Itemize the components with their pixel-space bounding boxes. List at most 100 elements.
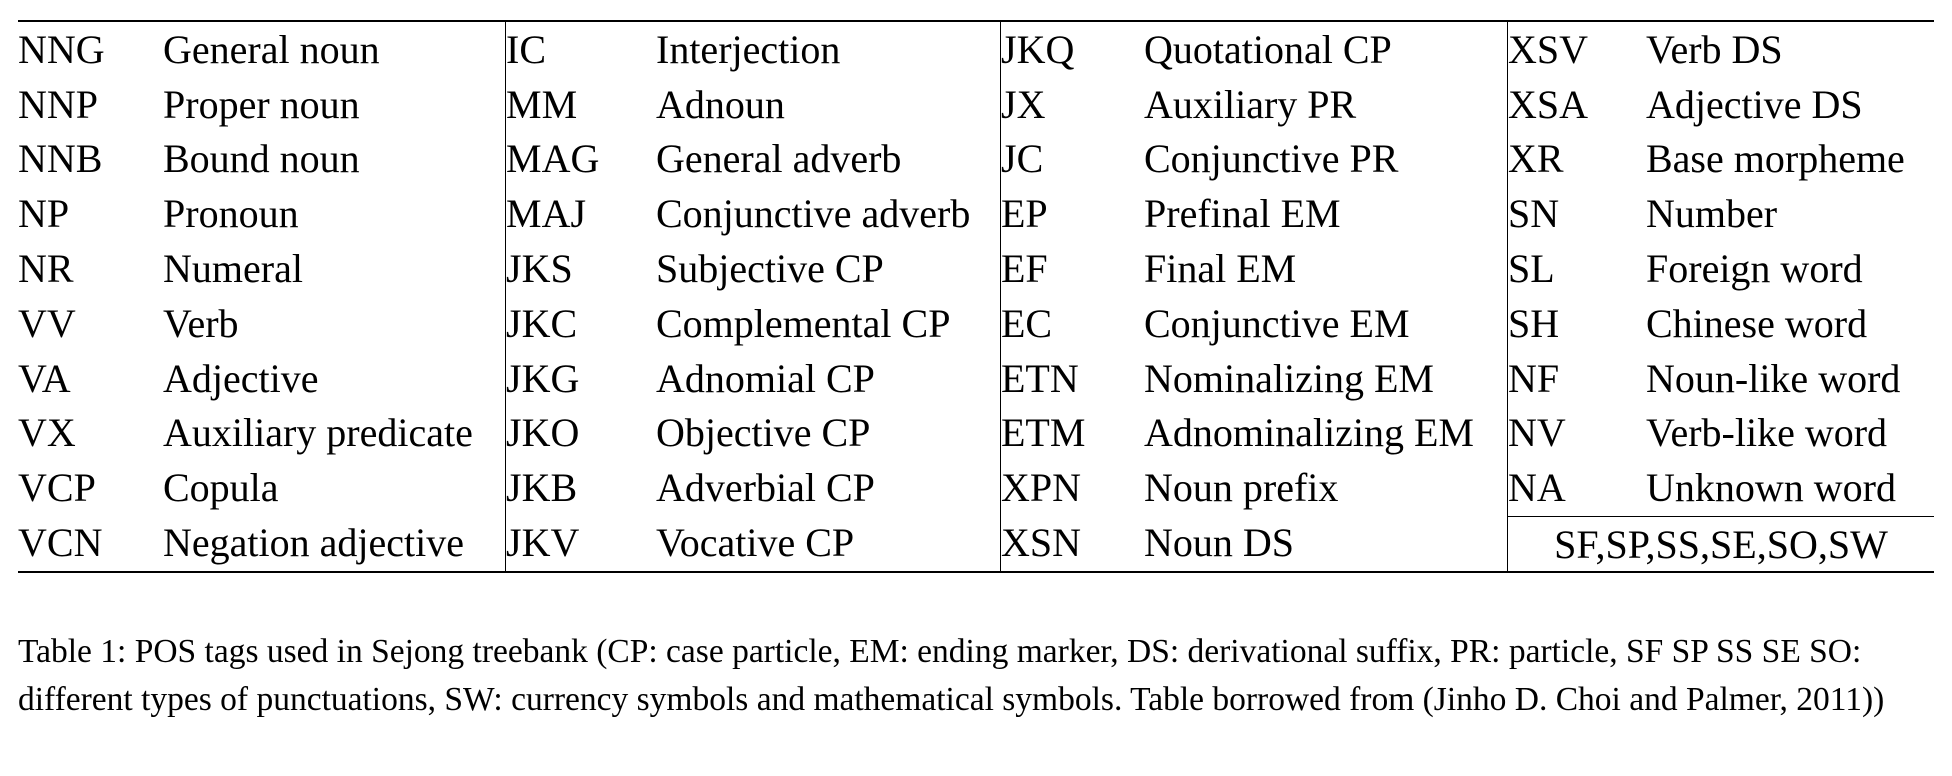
pos-tag: MM [506,81,578,127]
pos-description: Base morpheme [1646,136,1905,182]
table-row: SN Number [1508,186,1934,241]
pos-tag: XSN [1001,520,1082,566]
pos-tag: JKC [506,300,578,346]
table-row: NNP Proper noun [18,77,505,132]
pos-tag: VX [18,410,76,456]
pos-description: Number [1646,191,1778,237]
table-row: JKQ Quotational CP [1001,22,1507,77]
table-column-1: NNG General noun NNP Proper noun NNB Bound no… [18,22,505,571]
pos-description: Nominalizing EM [1144,355,1434,401]
pos-tag: JKQ [1001,26,1075,72]
table-caption: Table 1: POS tags used in Sejong treeban… [18,633,1885,718]
pos-tag: SN [1508,191,1560,237]
table-row: EC Conjunctive EM [1001,296,1507,351]
pos-tag: VA [18,355,71,401]
pos-tag-table: NNG General noun NNP Proper noun NNB Bound no… [18,20,1934,573]
table-row: NNG General noun [18,22,505,77]
pos-tag: MAJ [506,191,587,237]
pos-tag: JX [1001,81,1046,127]
pos-description: Foreign word [1646,246,1863,292]
pos-tag: NA [1508,465,1566,511]
pos-description: General adverb [656,136,902,182]
pos-tag: JC [1001,136,1044,182]
table-row: NF Noun-like word [1508,351,1934,406]
pos-description: Auxiliary PR [1144,81,1357,127]
pos-description: Conjunctive adverb [656,191,971,237]
table-row: JKO Objective CP [506,406,1000,461]
pos-tag: SH [1508,300,1560,346]
pos-tag: IC [506,26,546,72]
pos-description: Adnominalizing EM [1144,410,1474,456]
pos-tag: MAG [506,136,600,182]
pos-description: Adverbial CP [656,465,875,511]
table-column-2: IC Interjection MM Adnoun MAG General adverb M… [505,22,1000,571]
pos-tag: EC [1001,300,1053,346]
table-row: SL Foreign word [1508,241,1934,296]
pos-tag: SL [1508,246,1555,292]
pos-tag: VV [18,300,76,346]
pos-tag: EP [1001,191,1048,237]
pos-description: Verb [163,300,239,346]
table-row: XSV Verb DS [1508,22,1934,77]
pos-description: Adnomial CP [656,355,875,401]
pos-description: Copula [163,465,279,511]
pos-tag: ETM [1001,410,1086,456]
pos-description: Quotational CP [1144,26,1392,72]
pos-tag: XSV [1508,26,1589,72]
pos-description: General noun [163,26,380,72]
pos-tag: NNP [18,81,99,127]
table-row: XSN Noun DS [1001,515,1507,570]
pos-tag: ETN [1001,355,1079,401]
table-row: XSA Adjective DS [1508,77,1934,132]
pos-description: Conjunctive PR [1144,136,1399,182]
pos-description: Numeral [163,246,303,292]
pos-tag: JKB [506,465,578,511]
pos-description: Pronoun [163,191,299,237]
pos-description: Subjective CP [656,246,884,292]
pos-tag: NF [1508,355,1560,401]
table-row: JC Conjunctive PR [1001,132,1507,187]
table-row: NV Verb-like word [1508,406,1934,461]
table-row: XPN Noun prefix [1001,460,1507,515]
pos-description: Conjunctive EM [1144,300,1410,346]
pos-tag: VCP [18,465,96,511]
pos-description: Objective CP [656,410,871,456]
table-column-3: JKQ Quotational CP JX Auxiliary PR JC Conjunc… [1000,22,1507,571]
table-row: MM Adnoun [506,77,1000,132]
table-row: JKV Vocative CP [506,515,1000,570]
pos-description: Auxiliary predicate [163,410,473,456]
table-row: EP Prefinal EM [1001,186,1507,241]
pos-tag: NNB [18,136,103,182]
table-row: NR Numeral [18,241,505,296]
table-row: NP Pronoun [18,186,505,241]
pos-description: Negation adjective [163,520,464,566]
table-row: JX Auxiliary PR [1001,77,1507,132]
table-column-4: XSV Verb DS XSA Adjective DS XR Base morpheme… [1507,22,1934,571]
table-row: JKS Subjective CP [506,241,1000,296]
table-row: MAJ Conjunctive adverb [506,186,1000,241]
pos-tag: JKG [506,355,580,401]
pos-description: Adjective DS [1646,81,1863,127]
pos-description: Verb DS [1646,26,1783,72]
pos-description: Interjection [656,26,841,72]
table-row: VCN Negation adjective [18,515,505,570]
table-row: MAG General adverb [506,132,1000,187]
pos-description: Final EM [1144,246,1297,292]
pos-description: Bound noun [163,136,360,182]
pos-description: Verb-like word [1646,410,1888,456]
pos-tag: NV [1508,410,1566,456]
pos-tag: JKV [506,520,580,566]
table-row: IC Interjection [506,22,1000,77]
table-row: XR Base morpheme [1508,132,1934,187]
pos-tag: NNG [18,26,105,72]
pos-tag: JKS [506,246,573,292]
table-row: ETM Adnominalizing EM [1001,406,1507,461]
table-row: VA Adjective [18,351,505,406]
table-row: VCP Copula [18,460,505,515]
pos-description: Adnoun [656,81,785,127]
pos-tag: XPN [1001,465,1082,511]
pos-tag: XR [1508,136,1564,182]
pos-description: Chinese word [1646,300,1868,346]
pos-description: Vocative CP [656,520,855,566]
table-row: EF Final EM [1001,241,1507,296]
